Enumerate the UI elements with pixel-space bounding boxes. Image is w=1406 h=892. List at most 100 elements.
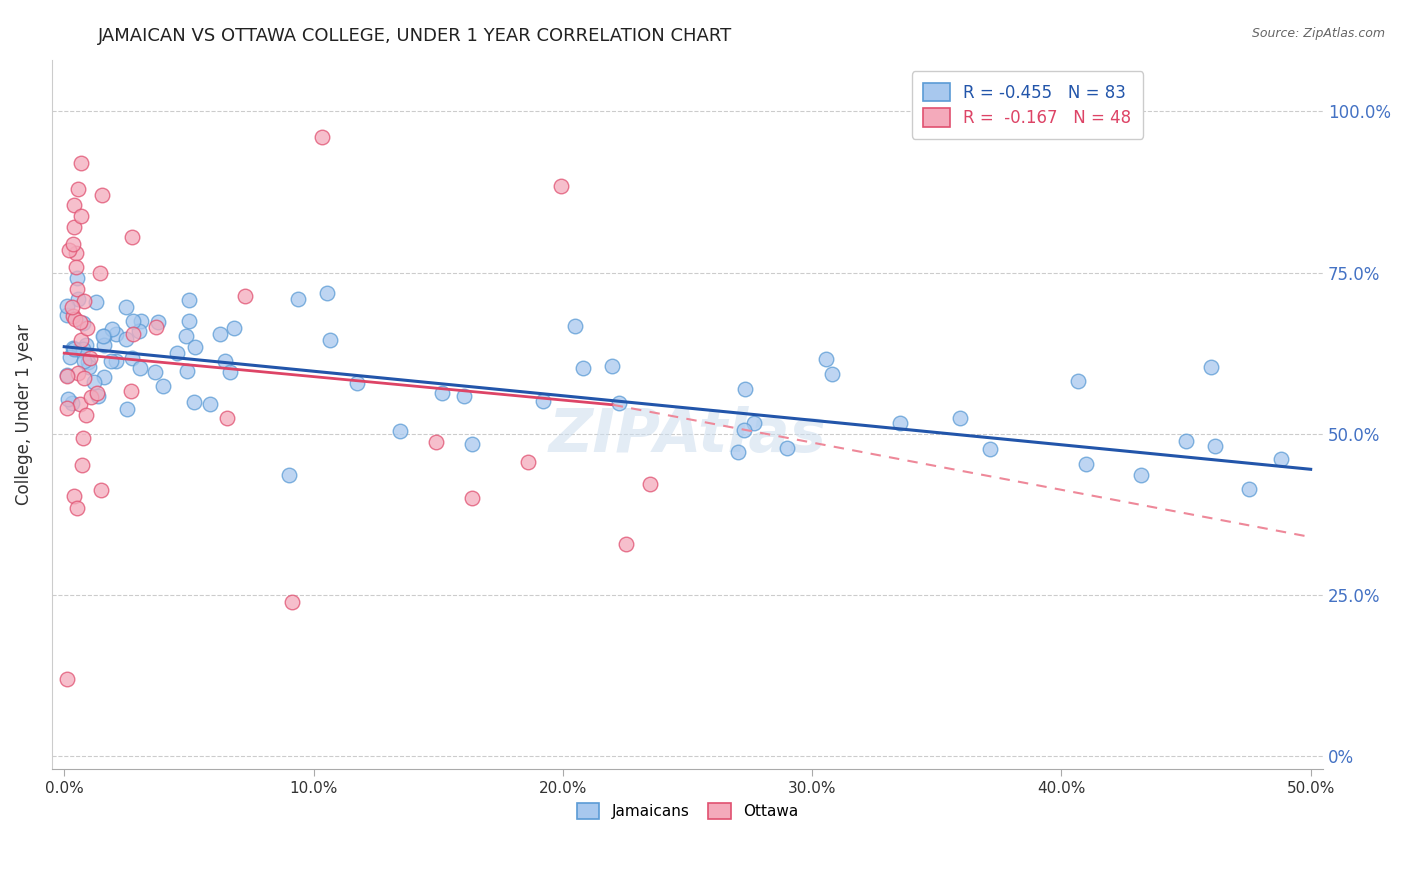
- Point: [278, 467, 301, 482]
- Point: [73, 354, 96, 368]
- Point: [215, 410, 238, 425]
- Point: [115, 402, 138, 417]
- Point: [79, 390, 101, 404]
- Point: [90, 188, 112, 202]
- Point: [75, 408, 97, 422]
- Point: [453, 389, 475, 403]
- Point: [776, 441, 799, 455]
- Point: [69, 209, 91, 223]
- Point: [461, 491, 484, 506]
- Point: [69, 397, 91, 411]
- Point: [65, 246, 87, 260]
- Point: [62, 309, 84, 323]
- Point: [346, 376, 368, 391]
- Point: [56, 368, 79, 382]
- Point: [388, 425, 411, 439]
- Point: [77, 359, 100, 374]
- Point: [58, 243, 80, 257]
- Point: [152, 379, 174, 393]
- Point: [177, 314, 200, 328]
- Text: JAMAICAN VS OTTAWA COLLEGE, UNDER 1 YEAR CORRELATION CHART: JAMAICAN VS OTTAWA COLLEGE, UNDER 1 YEAR…: [98, 27, 733, 45]
- Point: [104, 354, 127, 368]
- Point: [73, 293, 96, 308]
- Point: [72, 343, 94, 357]
- Point: [83, 375, 105, 389]
- Point: [65, 282, 87, 296]
- Point: [1129, 468, 1152, 483]
- Point: [146, 315, 169, 329]
- Point: [93, 329, 115, 343]
- Point: [76, 321, 98, 335]
- Point: [1204, 439, 1226, 453]
- Point: [287, 293, 309, 307]
- Point: [75, 338, 97, 352]
- Point: [115, 332, 138, 346]
- Point: [821, 367, 844, 381]
- Point: [62, 489, 84, 503]
- Point: [572, 361, 595, 376]
- Point: [72, 317, 94, 331]
- Point: [425, 435, 447, 450]
- Point: [145, 320, 167, 334]
- Point: [66, 501, 89, 516]
- Point: [179, 293, 201, 307]
- Point: [200, 397, 222, 411]
- Point: [564, 318, 586, 333]
- Point: [87, 389, 110, 403]
- Point: [889, 416, 911, 430]
- Point: [128, 324, 150, 338]
- Point: [734, 382, 756, 396]
- Point: [949, 411, 972, 425]
- Point: [1270, 451, 1292, 466]
- Point: [1239, 483, 1261, 497]
- Point: [600, 359, 623, 374]
- Point: [55, 401, 77, 416]
- Point: [67, 343, 90, 357]
- Point: [69, 334, 91, 348]
- Point: [531, 393, 554, 408]
- Point: [93, 370, 115, 384]
- Point: [90, 483, 112, 498]
- Point: [233, 289, 256, 303]
- Point: [79, 351, 101, 366]
- Point: [219, 365, 242, 379]
- Point: [609, 396, 631, 410]
- Point: [76, 355, 98, 369]
- Point: [311, 130, 333, 145]
- Point: [727, 445, 749, 459]
- Point: [104, 326, 127, 341]
- Point: [58, 350, 80, 364]
- Point: [55, 672, 77, 686]
- Point: [122, 326, 145, 341]
- Point: [183, 394, 205, 409]
- Point: [100, 353, 122, 368]
- Point: [84, 295, 107, 310]
- Point: [86, 386, 108, 401]
- Point: [73, 371, 96, 385]
- Point: [69, 315, 91, 329]
- Point: [121, 230, 143, 244]
- Point: [63, 312, 86, 326]
- Point: [62, 236, 84, 251]
- Point: [120, 384, 142, 399]
- Point: [1074, 458, 1097, 472]
- Point: [742, 417, 765, 431]
- Point: [91, 328, 114, 343]
- Point: [93, 338, 115, 352]
- Point: [315, 285, 337, 300]
- Point: [58, 392, 80, 406]
- Point: [1174, 434, 1197, 448]
- Point: [70, 156, 93, 170]
- Point: [281, 595, 304, 609]
- Point: [143, 365, 166, 379]
- Point: [55, 369, 77, 384]
- Y-axis label: College, Under 1 year: College, Under 1 year: [15, 324, 32, 505]
- Point: [55, 308, 77, 322]
- Point: [183, 341, 205, 355]
- Point: [1067, 374, 1090, 388]
- Point: [122, 313, 145, 327]
- Point: [733, 423, 755, 437]
- Point: [214, 354, 236, 368]
- Point: [209, 326, 232, 341]
- Point: [319, 333, 342, 347]
